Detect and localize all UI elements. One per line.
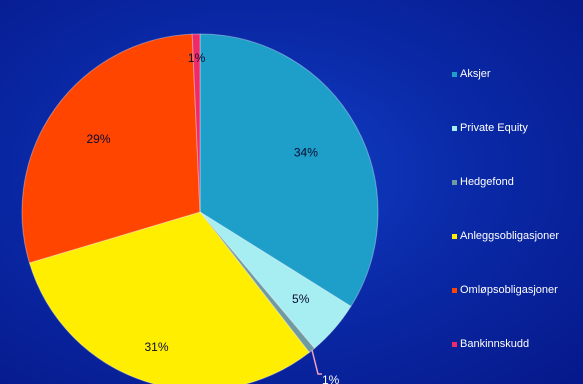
legend-swatch-private-equity <box>452 125 457 131</box>
legend-item-hedgefond: Hedgefond <box>452 176 514 188</box>
data-label-hedgefond: 1% <box>322 373 340 384</box>
slice-private-equity <box>199 211 352 350</box>
legend-swatch-hedgefond <box>452 179 457 185</box>
legend-item-anleggsobligasjoner: Anleggsobligasjoner <box>452 230 559 242</box>
slice-anleggsobligasjoner <box>28 211 310 384</box>
slice-bankinnskudd <box>191 33 201 213</box>
data-label-anleggsobligasjoner: 31% <box>144 340 168 354</box>
legend-item-private-equity: Private Equity <box>452 122 528 134</box>
legend: Aksjer Private Equity Hedgefond Anleggsobli… <box>452 0 583 384</box>
legend-label-omlopsobligasjoner: Omløpsobligasjoner <box>460 284 558 296</box>
legend-label-anleggsobligasjoner: Anleggsobligasjoner <box>460 230 560 242</box>
data-label-private-equity: 5% <box>292 292 310 306</box>
legend-item-bankinnskudd: Bankinnskudd <box>452 338 529 350</box>
leader-line-hedgefond <box>311 349 322 375</box>
legend-label-private-equity: Private Equity <box>460 122 528 134</box>
legend-swatch-omlopsobligasjoner <box>452 287 457 293</box>
data-label-aksjer: 34% <box>294 145 318 159</box>
slice-omlopsobligasjoner <box>21 33 201 264</box>
legend-swatch-bankinnskudd <box>452 341 457 347</box>
slice-aksjer <box>199 33 379 308</box>
legend-swatch-anleggsobligasjoner <box>452 233 457 239</box>
data-label-omlopsobligasjoner: 29% <box>86 132 110 146</box>
legend-swatch-aksjer <box>452 71 457 77</box>
legend-item-omlopsobligasjoner: Omløpsobligasjoner <box>452 284 558 296</box>
legend-item-aksjer: Aksjer <box>452 68 491 80</box>
legend-label-aksjer: Aksjer <box>460 68 491 80</box>
legend-label-hedgefond: Hedgefond <box>460 176 514 188</box>
legend-label-bankinnskudd: Bankinnskudd <box>460 338 530 350</box>
data-label-bankinnskudd: 1% <box>188 51 206 65</box>
